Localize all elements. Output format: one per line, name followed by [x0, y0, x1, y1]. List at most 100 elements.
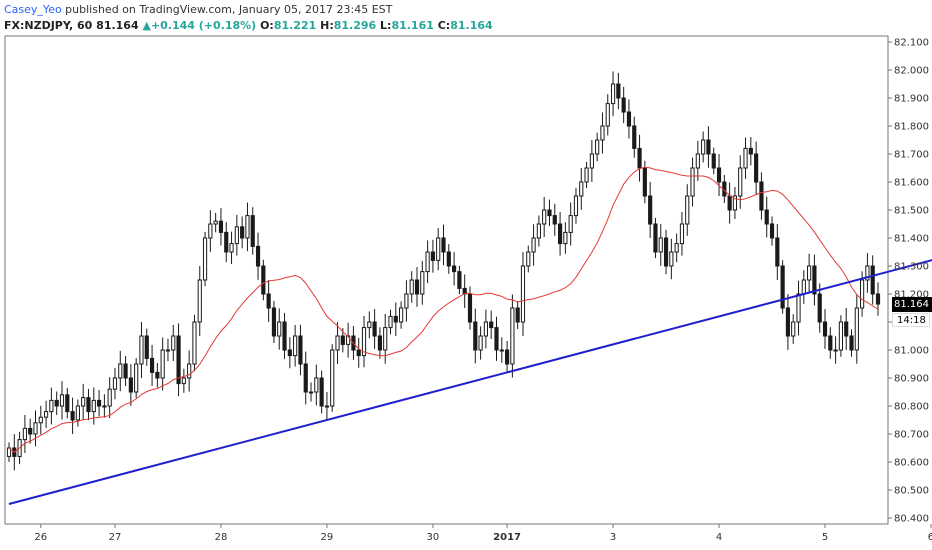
candle-body	[446, 251, 451, 267]
candle	[875, 282, 881, 316]
candle-body	[775, 237, 780, 267]
candle	[690, 157, 695, 207]
candle	[648, 182, 653, 238]
candle-body	[144, 335, 149, 359]
candle	[557, 211, 563, 256]
candle	[356, 337, 361, 368]
candle-body	[149, 357, 155, 373]
candle	[430, 239, 435, 273]
candle	[780, 260, 785, 314]
candle	[224, 222, 229, 263]
candle-body	[621, 97, 626, 113]
candle-body	[202, 237, 208, 281]
candle-body	[218, 220, 224, 233]
candle	[504, 340, 510, 374]
candle	[483, 309, 488, 349]
candle-body	[388, 315, 393, 329]
candle-body	[452, 265, 457, 273]
candle-body	[748, 147, 753, 155]
candle-body	[102, 405, 107, 408]
symbol-label[interactable]: FX:NZDJPY, 60	[4, 19, 93, 32]
candle-body	[44, 411, 49, 418]
candle-body	[112, 377, 118, 390]
candle	[775, 224, 780, 280]
candle	[573, 187, 579, 224]
candle	[187, 350, 192, 392]
candle	[595, 132, 600, 162]
candle	[388, 309, 393, 335]
candle-body	[86, 397, 91, 413]
candle	[870, 255, 875, 305]
candle-body	[414, 279, 420, 295]
candle	[6, 442, 12, 462]
candle	[75, 399, 80, 427]
candle-body	[155, 371, 160, 379]
candle-body	[229, 243, 234, 253]
candle	[833, 336, 838, 364]
candle	[218, 208, 224, 246]
candle	[663, 229, 669, 275]
candle-body	[197, 279, 202, 323]
candle-body	[240, 226, 245, 239]
author-link[interactable]: Casey_Yeo	[4, 3, 62, 16]
candle	[298, 324, 303, 376]
candle	[181, 368, 186, 393]
candle-body	[234, 226, 239, 245]
candle-body	[377, 335, 383, 351]
candle	[478, 326, 483, 360]
candle-body	[701, 139, 706, 155]
candle-body	[340, 335, 345, 345]
candle-body	[22, 427, 27, 441]
candle-body	[817, 293, 822, 323]
candle	[361, 315, 367, 368]
candle-body	[738, 167, 743, 197]
price-axis[interactable]: 82.100 82.000 81.900 81.800 81.700 81.600 81.5…	[888, 38, 929, 525]
candle-body	[282, 321, 287, 351]
candle-body	[679, 223, 685, 245]
low-value: 81.161	[391, 19, 434, 32]
candle	[844, 308, 849, 350]
candle-body	[785, 307, 791, 337]
candle	[791, 314, 796, 344]
candle	[213, 212, 218, 233]
candle-body	[833, 349, 838, 352]
candle	[738, 155, 743, 209]
candle	[202, 231, 208, 287]
candle	[563, 222, 568, 254]
publish-info: Casey_Yeo published on TradingView.com, …	[4, 3, 392, 16]
bar-countdown-badge: 14:18	[892, 313, 930, 327]
open-label: O:	[260, 19, 274, 32]
candle-body	[425, 251, 430, 273]
candle-body	[128, 377, 133, 393]
candle-body	[875, 293, 881, 305]
candle	[208, 210, 213, 252]
trendline[interactable]	[8, 244, 932, 505]
candle	[610, 71, 616, 117]
candle-body	[356, 349, 361, 357]
candle-body	[849, 335, 854, 351]
candle	[754, 141, 759, 195]
candle	[144, 328, 149, 366]
candle-body	[65, 394, 70, 413]
trendline-layer[interactable]	[8, 244, 932, 505]
candle-body	[616, 83, 621, 99]
candle	[377, 327, 383, 359]
candle	[128, 364, 133, 406]
candle-body	[536, 223, 541, 239]
current-price-badge: 81.164	[892, 297, 932, 312]
candle-body	[187, 363, 192, 379]
candle	[86, 388, 91, 421]
candle	[822, 309, 828, 349]
candle	[579, 168, 584, 210]
candle	[383, 313, 388, 364]
candle	[314, 364, 319, 406]
close-label: C:	[437, 19, 451, 32]
candle	[568, 202, 573, 246]
x-tick-label: 26	[34, 532, 47, 543]
y-tick-label: 81.200	[894, 290, 929, 301]
candle-body	[531, 237, 536, 253]
candle	[658, 224, 663, 266]
candle-body	[266, 293, 271, 309]
time-axis[interactable]: 26 27 28 29 30 2017 3 4 5 6	[34, 524, 932, 543]
